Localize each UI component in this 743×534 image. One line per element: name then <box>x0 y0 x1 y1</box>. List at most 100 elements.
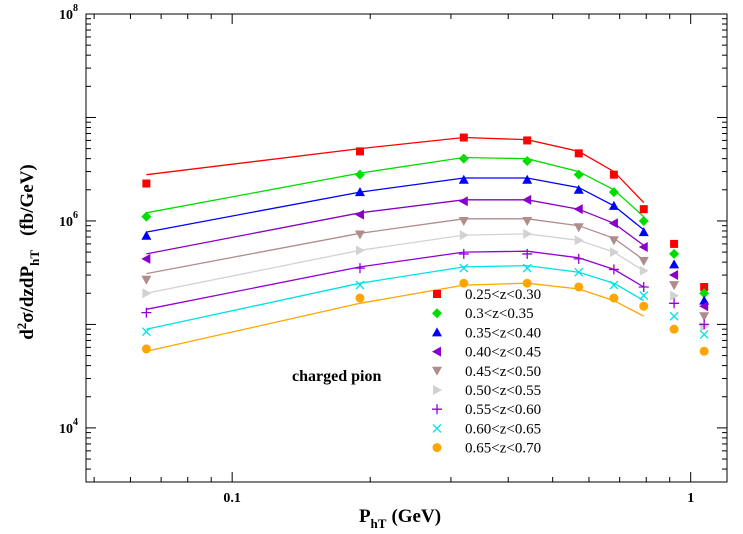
data-point-0.65<z<0.70 <box>699 346 709 356</box>
legend-marker-0.35<z<0.40 <box>432 327 442 337</box>
data-point-0.65<z<0.70 <box>639 301 649 311</box>
data-point-0.25<z<0.30 <box>523 136 532 145</box>
data-point-0.40<z<0.45 <box>458 196 468 207</box>
y-axis-title-mid: σ/dzdP <box>17 266 38 323</box>
y-tick-label: 106 <box>59 210 78 230</box>
data-point-0.65<z<0.70 <box>609 293 619 303</box>
curve-0.25<z<0.30 <box>146 136 645 204</box>
y-axis-title-main: d <box>17 329 38 340</box>
x-tick-label: 1 <box>687 491 694 506</box>
legend: 0.25<z<0.30 0.3<z<0.35 0.35<z<0.40 0.40<z<0… <box>432 287 541 457</box>
data-point-0.50<z<0.55 <box>523 228 533 239</box>
curve-0.65<z<0.70 <box>146 282 645 352</box>
data-point-0.55<z<0.60 <box>638 281 649 292</box>
legend-marker-0.55<z<0.60 <box>432 404 442 415</box>
data-point-0.65<z<0.70 <box>574 282 584 292</box>
data-point-0.45<z<0.50 <box>608 236 619 246</box>
y-axis-title-sup: 2 <box>14 323 29 330</box>
data-point-0.3<z<0.35 <box>458 153 469 164</box>
data-point-0.65<z<0.70 <box>669 324 679 334</box>
curve-0.50<z<0.55 <box>146 233 645 294</box>
legend-label: 0.55<z<0.60 <box>465 402 541 418</box>
markers-layer <box>141 133 710 356</box>
data-point-0.55<z<0.60 <box>699 319 710 330</box>
data-point-0.45<z<0.50 <box>669 281 680 291</box>
data-point-0.35<z<0.40 <box>354 187 365 197</box>
data-point-0.50<z<0.55 <box>142 288 152 299</box>
data-point-0.40<z<0.45 <box>638 242 648 253</box>
data-point-0.3<z<0.35 <box>141 211 152 222</box>
data-point-0.50<z<0.55 <box>670 290 680 301</box>
data-point-0.40<z<0.45 <box>573 204 583 215</box>
data-point-0.3<z<0.35 <box>638 215 649 226</box>
data-point-0.50<z<0.55 <box>574 235 584 246</box>
data-point-0.55<z<0.60 <box>141 307 152 318</box>
x-tick-label: 0.1 <box>223 491 241 506</box>
data-point-0.25<z<0.30 <box>459 133 468 142</box>
data-point-0.55<z<0.60 <box>669 298 680 309</box>
data-point-0.25<z<0.30 <box>355 147 364 156</box>
legend-label: 0.45<z<0.50 <box>465 364 541 380</box>
data-point-0.35<z<0.40 <box>522 174 533 184</box>
data-point-0.60<z<0.65 <box>639 291 649 301</box>
y-tick-label: 104 <box>59 417 78 437</box>
legend-label: 0.60<z<0.65 <box>465 421 541 437</box>
data-point-0.55<z<0.60 <box>354 263 365 274</box>
y-axis-title: d2σ/dzdPhT (fb/GeV) <box>14 164 42 340</box>
annotation-label: charged pion <box>292 368 381 385</box>
data-point-0.50<z<0.55 <box>355 245 365 256</box>
data-point-0.60<z<0.65 <box>141 327 151 337</box>
plot-area <box>85 13 728 483</box>
data-point-0.45<z<0.50 <box>638 257 649 267</box>
legend-marker-0.60<z<0.65 <box>432 423 442 433</box>
legend-label: 0.40<z<0.45 <box>465 345 541 361</box>
data-point-0.45<z<0.50 <box>522 216 533 226</box>
y-axis-title-unit: (fb/GeV) <box>17 164 38 236</box>
data-point-0.45<z<0.50 <box>458 216 469 226</box>
legend-label: 0.50<z<0.55 <box>465 383 541 399</box>
y-tick-label: 108 <box>59 3 78 23</box>
data-point-0.45<z<0.50 <box>354 230 365 240</box>
legend-marker-0.65<z<0.70 <box>432 443 442 453</box>
data-point-0.60<z<0.65 <box>522 263 532 273</box>
data-point-0.50<z<0.55 <box>459 230 469 241</box>
data-point-0.3<z<0.35 <box>608 187 619 198</box>
data-point-0.60<z<0.65 <box>574 267 584 277</box>
data-point-0.50<z<0.55 <box>639 265 649 276</box>
curves-layer <box>146 136 645 352</box>
legend-marker-0.40<z<0.45 <box>432 346 441 357</box>
data-point-0.25<z<0.30 <box>574 149 583 158</box>
data-point-0.60<z<0.65 <box>459 263 469 273</box>
data-point-0.65<z<0.70 <box>141 344 151 354</box>
data-point-0.25<z<0.30 <box>142 179 151 188</box>
data-point-0.60<z<0.65 <box>355 280 365 290</box>
axes-layer: 0.1 1 104 106 108 <box>59 3 727 506</box>
data-point-0.65<z<0.70 <box>459 278 469 288</box>
legend-label: 0.65<z<0.70 <box>465 441 541 457</box>
data-point-0.60<z<0.65 <box>699 329 709 339</box>
data-point-0.65<z<0.70 <box>522 278 532 288</box>
x-axis-title: PhT (GeV) <box>359 506 441 531</box>
data-point-0.25<z<0.30 <box>609 170 618 179</box>
data-point-0.55<z<0.60 <box>573 253 584 264</box>
legend-marker-0.45<z<0.50 <box>432 366 442 376</box>
data-point-0.60<z<0.65 <box>669 311 679 321</box>
legend-marker-0.50<z<0.55 <box>433 385 442 395</box>
legend-label: 0.25<z<0.30 <box>465 287 541 303</box>
curve-0.45<z<0.50 <box>146 218 645 275</box>
data-point-0.35<z<0.40 <box>669 259 680 269</box>
data-point-0.3<z<0.35 <box>573 169 584 180</box>
data-point-0.35<z<0.40 <box>141 230 152 240</box>
data-point-0.45<z<0.50 <box>699 312 710 322</box>
data-point-0.35<z<0.40 <box>573 184 584 194</box>
data-point-0.40<z<0.45 <box>669 270 679 281</box>
data-point-0.40<z<0.45 <box>141 253 151 264</box>
data-point-0.40<z<0.45 <box>354 209 364 220</box>
data-point-0.55<z<0.60 <box>608 264 619 275</box>
data-point-0.50<z<0.55 <box>609 247 619 258</box>
x-axis-title-unit: (GeV) <box>391 506 441 527</box>
data-point-0.35<z<0.40 <box>638 227 649 237</box>
data-point-0.3<z<0.35 <box>354 169 365 180</box>
curve-0.60<z<0.65 <box>146 264 645 330</box>
